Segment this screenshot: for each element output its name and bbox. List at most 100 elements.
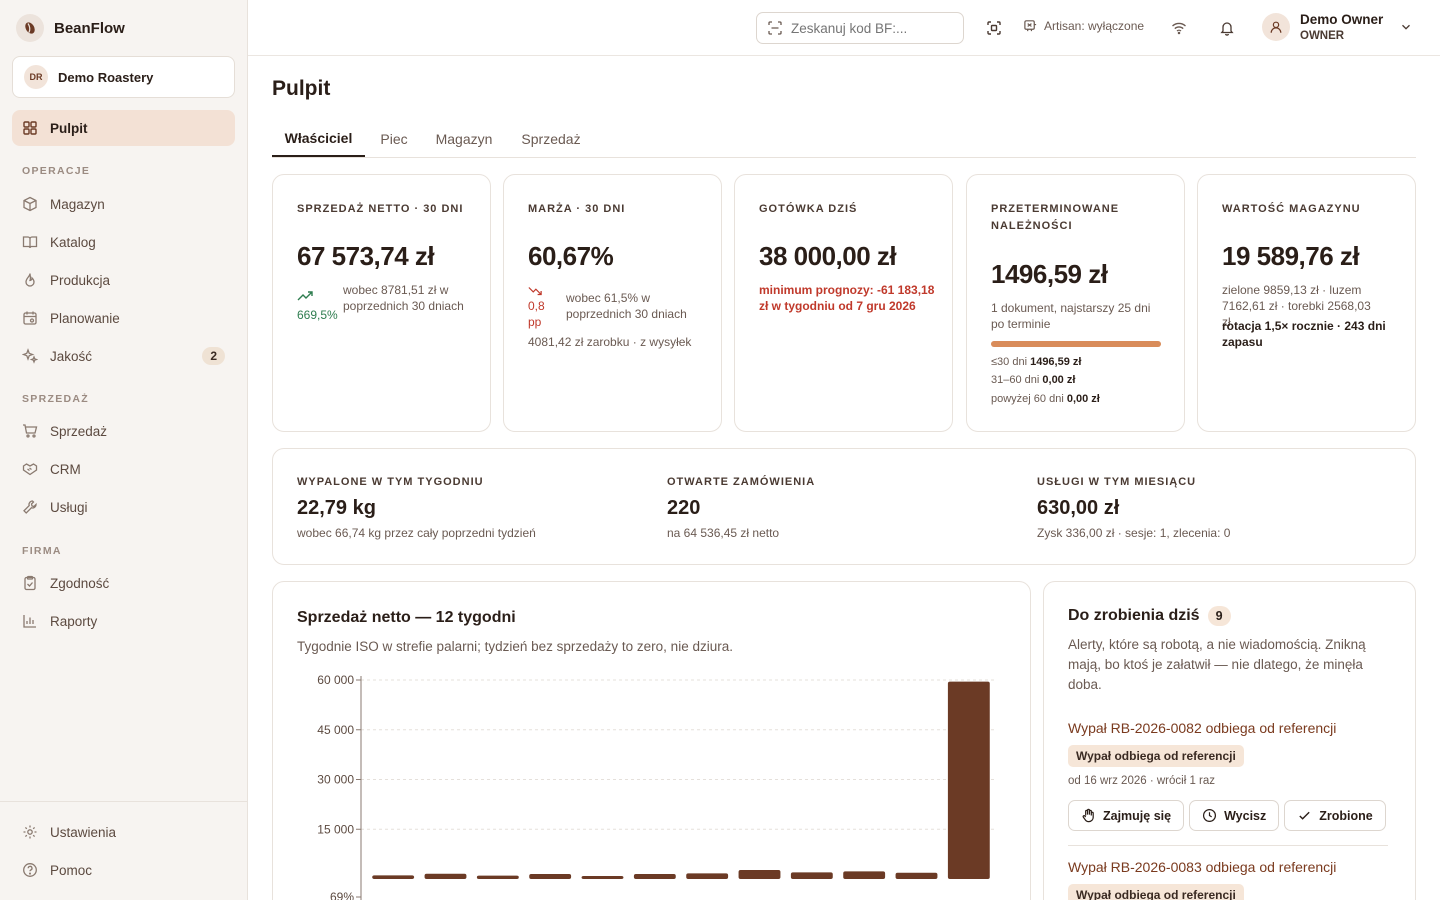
sidebar-item-label: CRM — [50, 461, 81, 477]
stat-sub: wobec 66,74 kg przez cały poprzedni tydz… — [297, 526, 536, 540]
sidebar-item-raporty[interactable]: Raporty — [12, 603, 235, 639]
chart-bar[interactable] — [843, 871, 886, 879]
sidebar-item-zgodnosc[interactable]: Zgodność — [12, 565, 235, 601]
alert-tag: Wypał odbiega od referencji — [1068, 745, 1244, 767]
aging-amount: 1496,59 zł — [1030, 356, 1082, 368]
stat-label: USŁUGI W TYM MIESIĄCU — [1037, 476, 1197, 488]
sidebar-item-sprzedaz[interactable]: Sprzedaż — [12, 413, 235, 449]
tab-sprzedaz[interactable]: Sprzedaż — [521, 130, 581, 147]
kpi-change-value: 0,8 pp — [528, 299, 545, 329]
todo-subtitle: Alerty, które są robotą, a nie wiadomośc… — [1068, 637, 1366, 692]
tab-wlasciciel[interactable]: Właściciel — [272, 120, 365, 157]
kpi-card-inventory[interactable]: WARTOŚĆ MAGAZYNU 19 589,76 zł zielone 98… — [1197, 174, 1416, 432]
sidebar-item-ustawienia[interactable]: Ustawienia — [12, 814, 235, 850]
dashboard-icon — [23, 121, 37, 135]
alert-title-link[interactable]: Wypał RB-2026-0082 odbiega od referencji — [1068, 720, 1337, 736]
kpi-compare: wobec 61,5% w poprzednich 30 dniach — [566, 291, 687, 321]
chart-bar[interactable] — [738, 870, 781, 879]
chart-bar[interactable] — [790, 872, 833, 879]
chart-bar[interactable] — [947, 681, 990, 879]
todo-card: Do zrobienia dziś 9 Alerty, które są rob… — [1043, 581, 1416, 900]
button-label: Zajmuję się — [1103, 808, 1172, 823]
connection-status[interactable] — [1169, 18, 1189, 38]
mark-done-button[interactable]: Zrobione — [1284, 800, 1386, 831]
kpi-value: 1496,59 zł — [991, 259, 1108, 289]
chart-bar[interactable] — [581, 876, 624, 879]
aging-range: ≤30 dni — [991, 356, 1028, 368]
alert-tag: Wypał odbiega od referencji — [1068, 884, 1244, 900]
coffee-bean-logo-icon — [16, 14, 44, 42]
topbar: Artisan: wyłączone Demo Owner OWNER — [248, 0, 1440, 56]
sidebar-item-label: Produkcja — [50, 272, 111, 288]
button-label: Zrobione — [1319, 808, 1373, 823]
user-name: Demo Owner — [1300, 12, 1384, 27]
sidebar-item-label: Zgodność — [50, 575, 110, 591]
org-initials: DR — [24, 65, 48, 89]
kpi-detail: 4081,42 zł zarobku · z wysyłek — [528, 335, 692, 349]
sidebar-item-label: Usługi — [50, 499, 88, 515]
kpi-change: 669,5% — [297, 291, 343, 323]
stat-roasted: WYPALONE W TYM TYGODNIU 22,79 kg wobec 6… — [297, 476, 536, 540]
handshake-icon — [22, 463, 38, 476]
sidebar-item-katalog[interactable]: Katalog — [12, 224, 235, 260]
chart-bar[interactable] — [895, 872, 938, 879]
chart-bar[interactable] — [529, 874, 572, 879]
snooze-button[interactable]: Wycisz — [1189, 800, 1280, 831]
chevron-down-icon — [1402, 24, 1411, 30]
camera-scan-button[interactable] — [984, 18, 1004, 38]
scan-code-field[interactable] — [756, 12, 964, 44]
chart-bar[interactable] — [633, 874, 676, 879]
notifications-button[interactable] — [1217, 18, 1237, 38]
sidebar-item-uslugi[interactable]: Usługi — [12, 489, 235, 525]
trend-down-icon — [528, 287, 542, 296]
sidebar-item-magazyn[interactable]: Magazyn — [12, 186, 235, 222]
sidebar-item-label: Raporty — [50, 613, 98, 629]
sidebar-item-label: Magazyn — [50, 196, 105, 212]
kpi-label: WARTOŚĆ MAGAZYNU — [1222, 203, 1361, 215]
y-tick-label: 60 000 — [317, 673, 354, 687]
sidebar-item-crm[interactable]: CRM — [12, 451, 235, 487]
scan-icon — [768, 21, 782, 35]
chart-bar[interactable] — [424, 873, 467, 879]
tab-magazyn[interactable]: Magazyn — [435, 130, 493, 147]
sidebar-item-pomoc[interactable]: Pomoc — [12, 852, 235, 888]
stat-value: 630,00 zł — [1037, 497, 1120, 519]
stat-sub: na 64 536,45 zł netto — [667, 526, 780, 540]
kpi-card-cash[interactable]: GOTÓWKA DZIŚ 38 000,00 zł minimum progno… — [734, 174, 953, 432]
user-menu[interactable]: Demo Owner OWNER — [1262, 12, 1413, 42]
kpi-label: PRZETERMINOWANE NALEŻNOŚCI — [991, 203, 1120, 232]
kpi-card-margin[interactable]: MARŻA · 30 DNI 60,67% 0,8 pp wobec 61,5%… — [503, 174, 722, 432]
kpi-value: 19 589,76 zł — [1222, 241, 1360, 271]
y-tick-label: 15 000 — [317, 822, 354, 836]
artisan-status[interactable]: Artisan: wyłączone — [1023, 18, 1144, 33]
sidebar-item-label: Planowanie — [50, 310, 120, 326]
stat-value: 220 — [667, 497, 701, 519]
org-switcher[interactable]: DR Demo Roastery — [12, 56, 235, 98]
tab-piec[interactable]: Piec — [380, 130, 408, 147]
take-ownership-button[interactable]: Zajmuję się — [1068, 800, 1185, 831]
brand[interactable]: BeanFlow — [16, 14, 125, 42]
chart-bar[interactable] — [476, 875, 519, 879]
kpi-card-sales[interactable]: SPRZEDAŻ NETTO · 30 DNI 67 573,74 zł 669… — [272, 174, 491, 432]
chart-bar[interactable] — [372, 875, 415, 879]
kpi-card-overdue[interactable]: PRZETERMINOWANE NALEŻNOŚCI 1496,59 zł 1 … — [966, 174, 1185, 432]
aging-row: 31–60 dni 0,00 zł — [991, 371, 1075, 389]
sidebar-item-label: Katalog — [50, 234, 96, 250]
sidebar-item-planowanie[interactable]: Planowanie — [12, 300, 235, 336]
stat-open-orders: OTWARTE ZAMÓWIENIA 220 na 64 536,45 zł n… — [667, 476, 815, 540]
aging-amount: 0,00 zł — [1042, 374, 1076, 386]
artisan-status-label: Artisan: wyłączone — [1044, 18, 1145, 33]
alert-item: Wypał RB-2026-0083 odbiega od referencji… — [1068, 859, 1388, 900]
sidebar-item-pulpit[interactable]: Pulpit — [12, 110, 235, 146]
flame-icon — [25, 273, 35, 287]
sidebar-item-jakosc[interactable]: Jakość 2 — [12, 338, 235, 374]
sidebar-item-produkcja[interactable]: Produkcja — [12, 262, 235, 298]
avatar — [1262, 13, 1290, 41]
plug-icon — [1024, 20, 1037, 32]
alert-title-link[interactable]: Wypał RB-2026-0083 odbiega od referencji — [1068, 859, 1337, 875]
aging-row: ≤30 dni 1496,59 zł — [991, 353, 1081, 371]
scan-code-input[interactable] — [791, 20, 941, 36]
chart-bar[interactable] — [686, 873, 729, 879]
kpi-value: 60,67% — [528, 241, 614, 271]
overdue-aging-bar — [991, 341, 1161, 347]
